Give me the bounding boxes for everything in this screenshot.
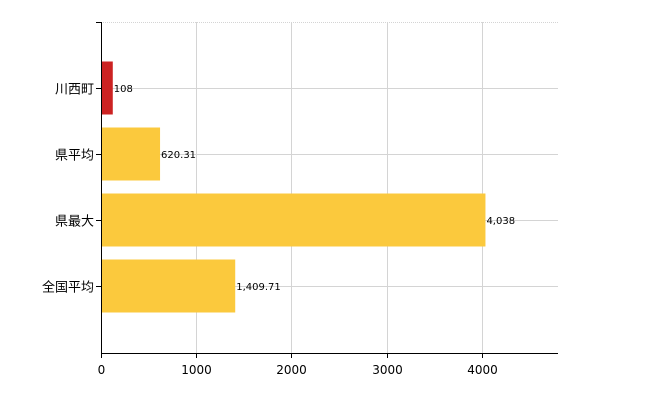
- x-tick-label: 1000: [181, 363, 212, 377]
- gridlines: [101, 22, 558, 353]
- x-tick-label: 2000: [276, 363, 307, 377]
- data-label: 108: [114, 84, 133, 95]
- category-label: 県平均: [55, 149, 94, 164]
- data-label: 1,409.71: [236, 282, 281, 293]
- x-tick-label: 3000: [372, 363, 403, 377]
- bar-1: [101, 61, 113, 115]
- category-label: 川西町: [55, 83, 94, 98]
- x-tick-label: 0: [98, 363, 106, 377]
- bars: [101, 61, 486, 313]
- category-label: 県最大: [55, 215, 94, 230]
- data-label: 4,038: [486, 216, 515, 227]
- bar-3: [101, 193, 486, 247]
- bar-4: [101, 259, 236, 313]
- data-label: 620.31: [161, 150, 196, 161]
- bar-2: [101, 127, 161, 181]
- category-label: 全国平均: [42, 280, 94, 296]
- x-tick-label: 4000: [467, 363, 498, 377]
- axes: [96, 22, 558, 358]
